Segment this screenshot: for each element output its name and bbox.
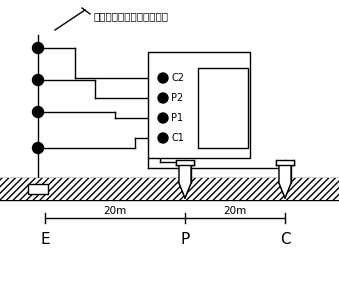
Circle shape [158,133,168,143]
Text: C: C [280,232,290,247]
Circle shape [158,113,168,123]
Text: C2: C2 [171,73,184,83]
Circle shape [33,75,43,85]
Polygon shape [279,165,291,198]
Text: E: E [40,232,50,247]
Polygon shape [179,165,191,198]
Bar [148,52,250,158]
Polygon shape [276,160,294,165]
Circle shape [33,142,43,154]
Bar [0,178,339,200]
Text: R: R [213,94,233,122]
Bar [28,184,48,194]
Text: C1: C1 [171,133,184,143]
Text: P2: P2 [171,93,183,103]
Circle shape [158,73,168,83]
Text: 与被保护的电气设备断开！: 与被保护的电气设备断开！ [93,11,168,21]
Circle shape [33,107,43,117]
Text: 20m: 20m [223,206,247,216]
Text: P: P [180,232,190,247]
Bar [198,68,248,148]
Circle shape [33,42,43,54]
Text: 20m: 20m [103,206,127,216]
Text: P1: P1 [171,113,183,123]
Circle shape [158,93,168,103]
Polygon shape [176,160,194,165]
